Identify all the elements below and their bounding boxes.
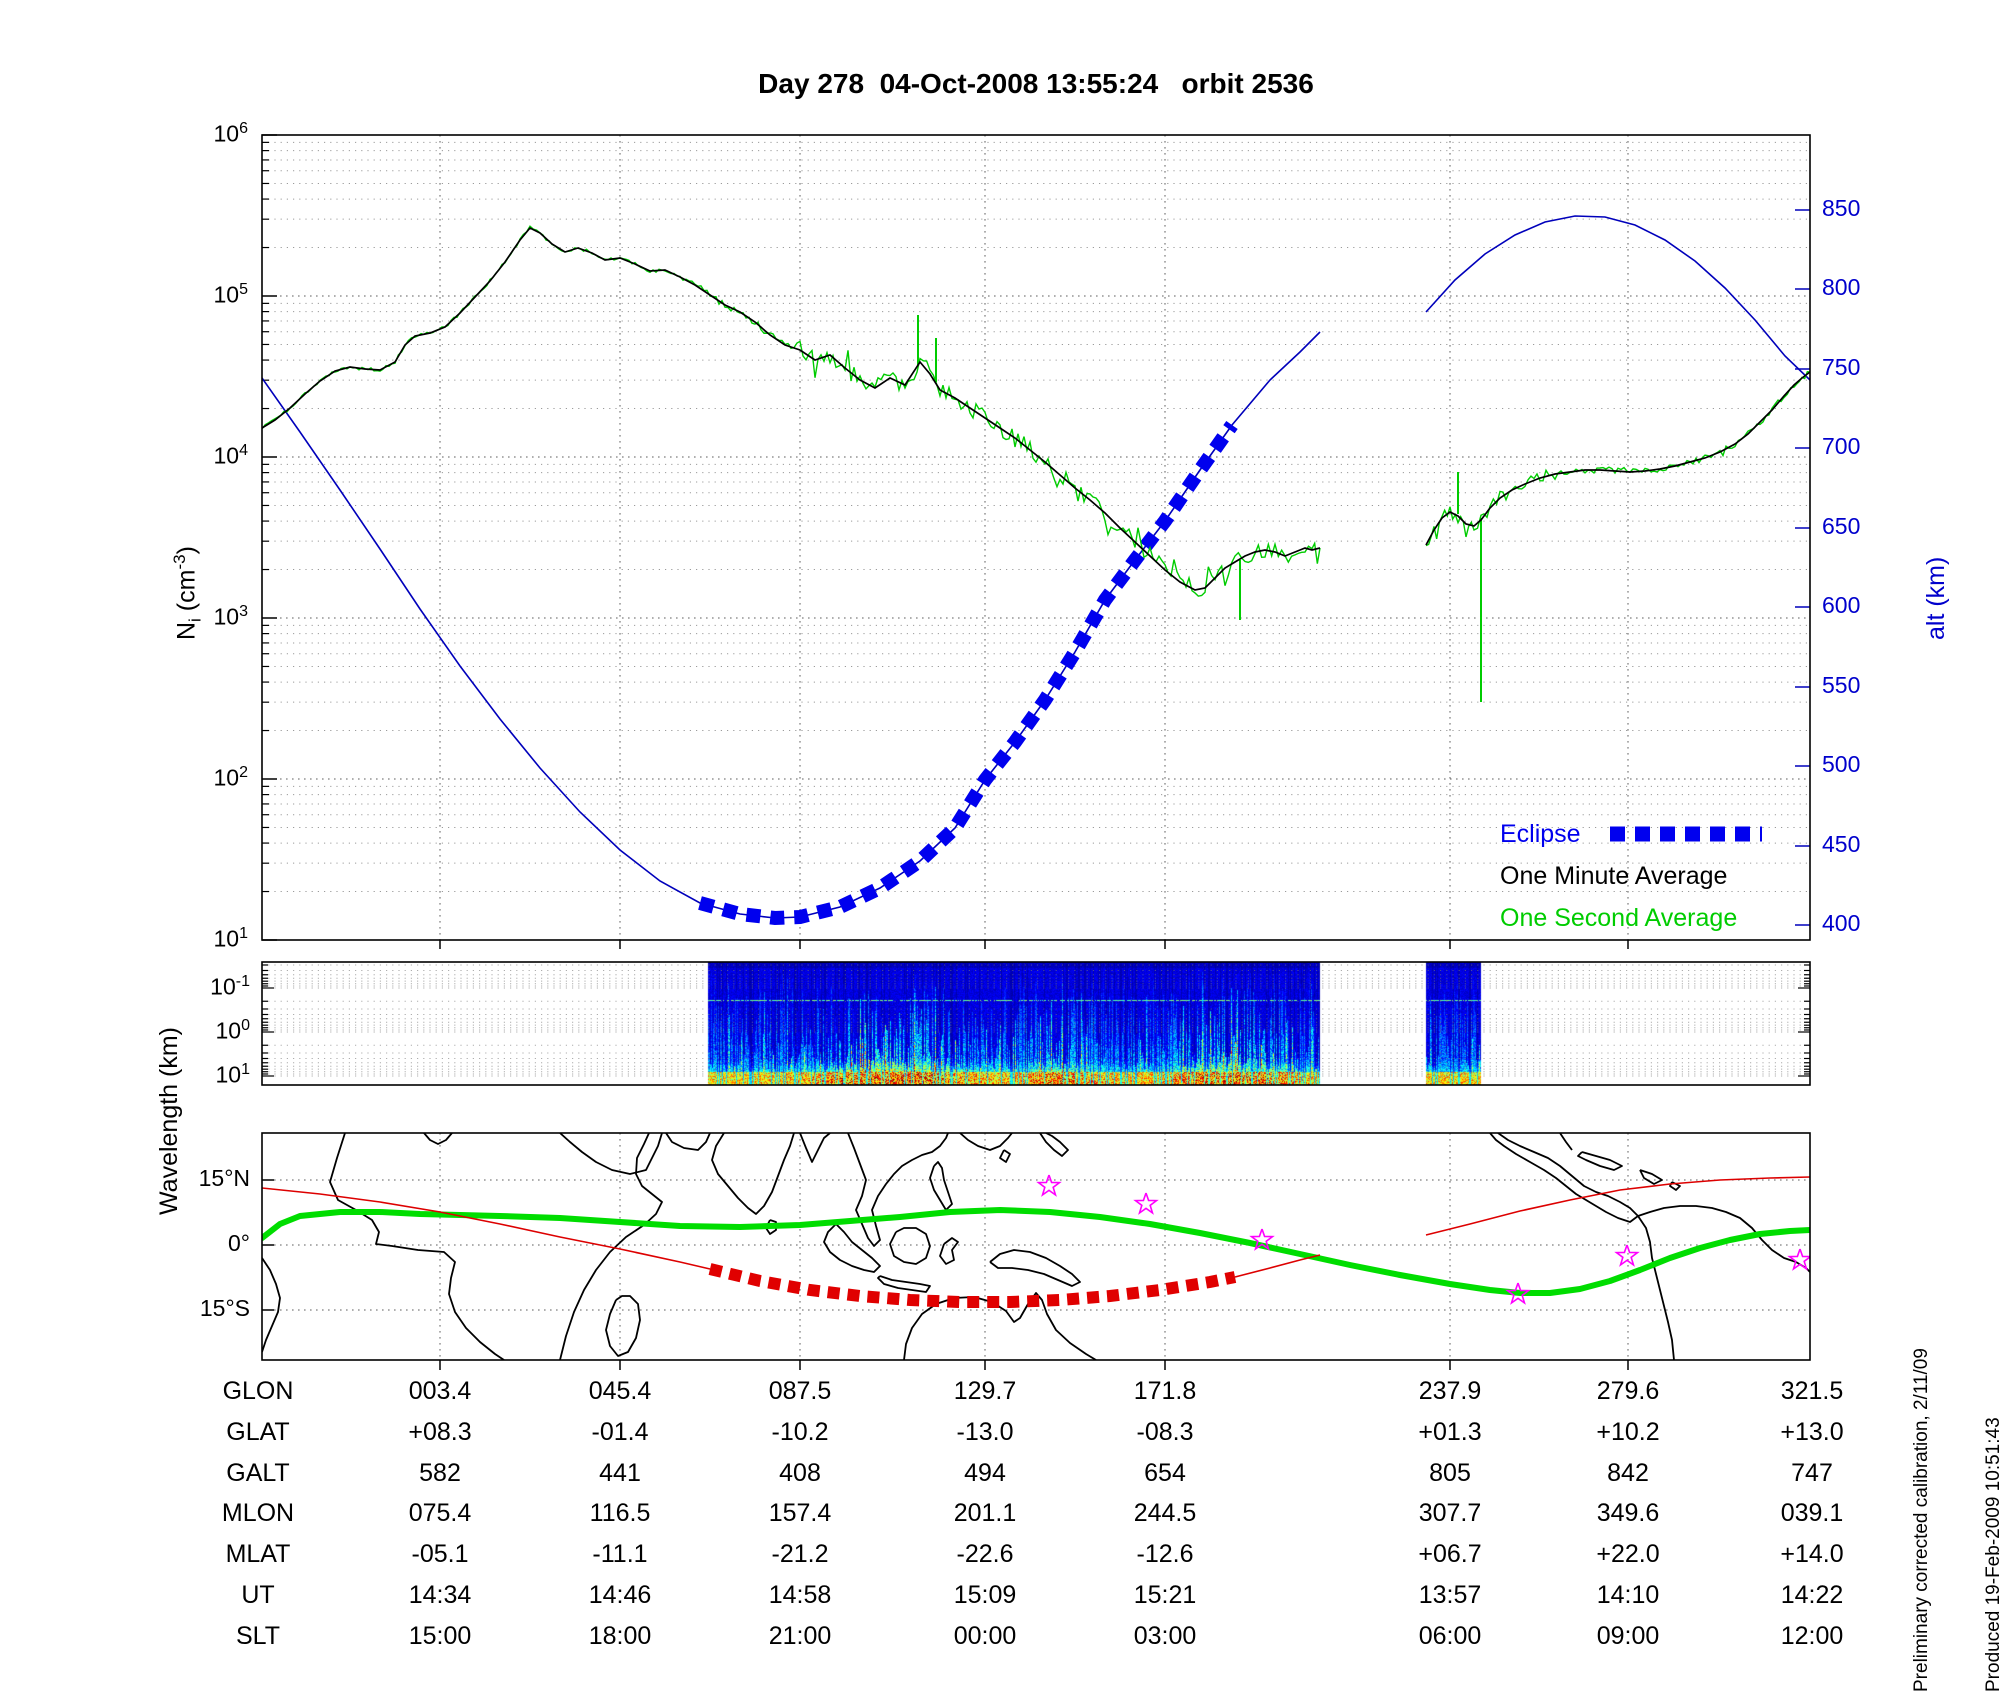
alt-ytick-label: 400: [1822, 910, 1861, 936]
legend-one-second-label: One Second Average: [1500, 904, 1738, 932]
table-cell: -13.0: [956, 1418, 1014, 1446]
density-ytick-label: 104: [213, 442, 249, 469]
figure-title: Day 278 04-Oct-2008 13:55:24 orbit 2536: [758, 68, 1314, 99]
table-cell: +08.3: [408, 1418, 472, 1446]
legend-eclipse-label: Eclipse: [1500, 820, 1581, 848]
table-cell: 171.8: [1133, 1377, 1197, 1405]
table-cell: 307.7: [1418, 1499, 1482, 1527]
table-cell: 14:58: [768, 1581, 832, 1609]
table-cell: 15:21: [1133, 1581, 1197, 1609]
table-cell: -10.2: [771, 1418, 829, 1446]
table-cell: 279.6: [1596, 1377, 1660, 1405]
alt-ytick-label: 700: [1822, 433, 1861, 459]
table-row-label: SLT: [236, 1622, 280, 1650]
density-ytick-label: 101: [213, 925, 249, 952]
alt-ytick-label: 850: [1822, 195, 1861, 221]
table-cell: -11.1: [592, 1540, 648, 1568]
wavelength-ytick-label: 10-1: [210, 973, 250, 1000]
density-ytick-label: 103: [213, 603, 249, 630]
table-cell: 14:22: [1780, 1581, 1844, 1609]
alt-ytick-label: 750: [1822, 354, 1861, 380]
table-cell: 18:00: [588, 1622, 652, 1650]
table-cell: -08.3: [1136, 1418, 1194, 1446]
table-cell: +01.3: [1418, 1418, 1482, 1446]
alt-ytick-label: 600: [1822, 592, 1861, 618]
table-cell: 14:34: [408, 1581, 472, 1609]
legend-one-minute-label: One Minute Average: [1500, 862, 1728, 890]
table-cell: 494: [964, 1459, 1006, 1487]
wavelength-ytick-label: 100: [215, 1017, 251, 1044]
table-cell: 21:00: [768, 1622, 832, 1650]
table-cell: 14:46: [588, 1581, 652, 1609]
table-row-label: MLON: [221, 1499, 295, 1527]
table-row-label: MLAT: [225, 1540, 291, 1568]
wavelength-ytick-label: 101: [215, 1061, 251, 1088]
table-cell: 842: [1607, 1459, 1649, 1487]
table-cell: +14.0: [1780, 1540, 1844, 1568]
table-row-label: UT: [241, 1581, 275, 1609]
table-cell: 201.1: [953, 1499, 1017, 1527]
table-cell: +22.0: [1596, 1540, 1660, 1568]
table-cell: 15:09: [953, 1581, 1017, 1609]
table-cell: 582: [419, 1459, 461, 1487]
table-cell: +06.7: [1418, 1540, 1482, 1568]
table-cell: 805: [1429, 1459, 1471, 1487]
alt-ytick-label: 650: [1822, 513, 1861, 539]
alt-ytick-label: 500: [1822, 751, 1861, 777]
density-ytick-label: 105: [213, 281, 249, 308]
table-cell: +10.2: [1596, 1418, 1660, 1446]
table-cell: 06:00: [1418, 1622, 1482, 1650]
table-cell: 13:57: [1418, 1581, 1482, 1609]
density-ytick-label: 106: [213, 120, 249, 147]
table-cell: 087.5: [768, 1377, 832, 1405]
table-cell: 09:00: [1596, 1622, 1660, 1650]
alt-ytick-label: 550: [1822, 672, 1861, 698]
wavelength-spectrogram: [262, 962, 1810, 1085]
table-cell: 321.5: [1780, 1377, 1844, 1405]
table-cell: 747: [1791, 1459, 1833, 1487]
table-cell: 349.6: [1596, 1499, 1660, 1527]
table-row-label: GLON: [222, 1377, 294, 1405]
table-cell: 116.5: [589, 1499, 651, 1527]
table-cell: +13.0: [1780, 1418, 1844, 1446]
map-ytick-label: 15°N: [198, 1165, 250, 1191]
table-cell: 039.1: [1780, 1499, 1844, 1527]
alt-ytick-label: 450: [1822, 831, 1861, 857]
table-cell: 237.9: [1418, 1377, 1482, 1405]
table-cell: 129.7: [953, 1377, 1017, 1405]
production-note-line2: Produced 19-Feb-2009 10:51:43: [1983, 1417, 2000, 1692]
table-cell: 408: [779, 1459, 821, 1487]
alt-ytick-label: 800: [1822, 274, 1861, 300]
table-cell: 654: [1144, 1459, 1186, 1487]
table-cell: -12.6: [1136, 1540, 1194, 1568]
table-cell: 075.4: [408, 1499, 472, 1527]
table-cell: -21.2: [771, 1540, 829, 1568]
map-ytick-label: 15°S: [199, 1295, 250, 1321]
table-cell: -22.6: [956, 1540, 1014, 1568]
table-cell: 12:00: [1780, 1622, 1844, 1650]
table-cell: 15:00: [408, 1622, 472, 1650]
table-cell: 03:00: [1133, 1622, 1197, 1650]
table-cell: 244.5: [1133, 1499, 1197, 1527]
table-cell: 157.4: [768, 1499, 832, 1527]
table-cell: -05.1: [411, 1540, 469, 1568]
map-ytick-label: 0°: [228, 1230, 250, 1256]
table-row-label: GALT: [226, 1459, 290, 1487]
table-cell: 14:10: [1596, 1581, 1660, 1609]
table-cell: 00:00: [953, 1622, 1017, 1650]
table-cell: 441: [599, 1459, 641, 1487]
density-ytick-label: 102: [213, 764, 249, 791]
table-cell: -01.4: [591, 1418, 649, 1446]
table-cell: 045.4: [588, 1377, 652, 1405]
table-row-label: GLAT: [226, 1418, 290, 1446]
table-cell: 003.4: [408, 1377, 472, 1405]
production-note-line1: Preliminary corrected calibration, 2/11/…: [1911, 1348, 1932, 1692]
altitude-axis-label: alt (km): [1922, 556, 1950, 640]
